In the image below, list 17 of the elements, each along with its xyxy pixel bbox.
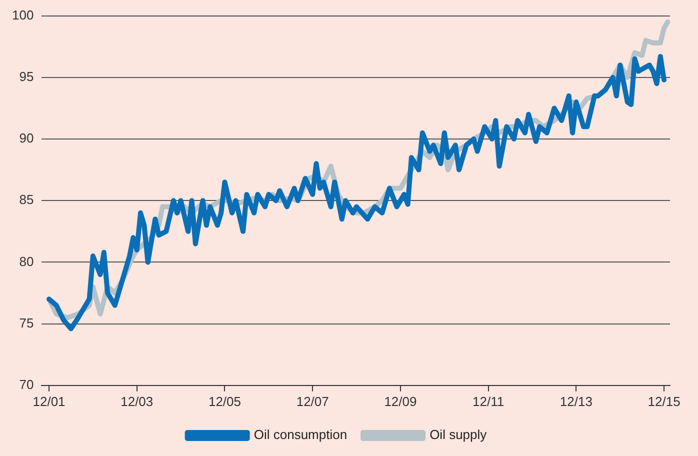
x-tick-label: 12/03 xyxy=(120,394,154,409)
legend-label: Oil consumption xyxy=(254,427,348,442)
x-tick-label: 12/07 xyxy=(296,394,329,409)
y-tick-label: 80 xyxy=(19,254,34,269)
y-tick-label: 70 xyxy=(19,376,34,392)
x-tick-label: 12/15 xyxy=(648,394,680,409)
x-tick-label: 12/05 xyxy=(208,394,242,409)
y-tick-label: 90 xyxy=(19,130,34,146)
x-tick-label: 12/09 xyxy=(384,394,417,409)
legend-label: Oil supply xyxy=(430,427,488,442)
y-tick-label: 75 xyxy=(19,315,34,330)
x-tick-label: 12/13 xyxy=(560,394,592,409)
y-tick-label: 100 xyxy=(12,7,34,22)
y-tick-label: 85 xyxy=(19,192,34,208)
x-tick-label: 12/11 xyxy=(472,394,504,409)
y-tick-label: 95 xyxy=(19,68,34,84)
x-tick-label: 12/01 xyxy=(32,394,66,409)
